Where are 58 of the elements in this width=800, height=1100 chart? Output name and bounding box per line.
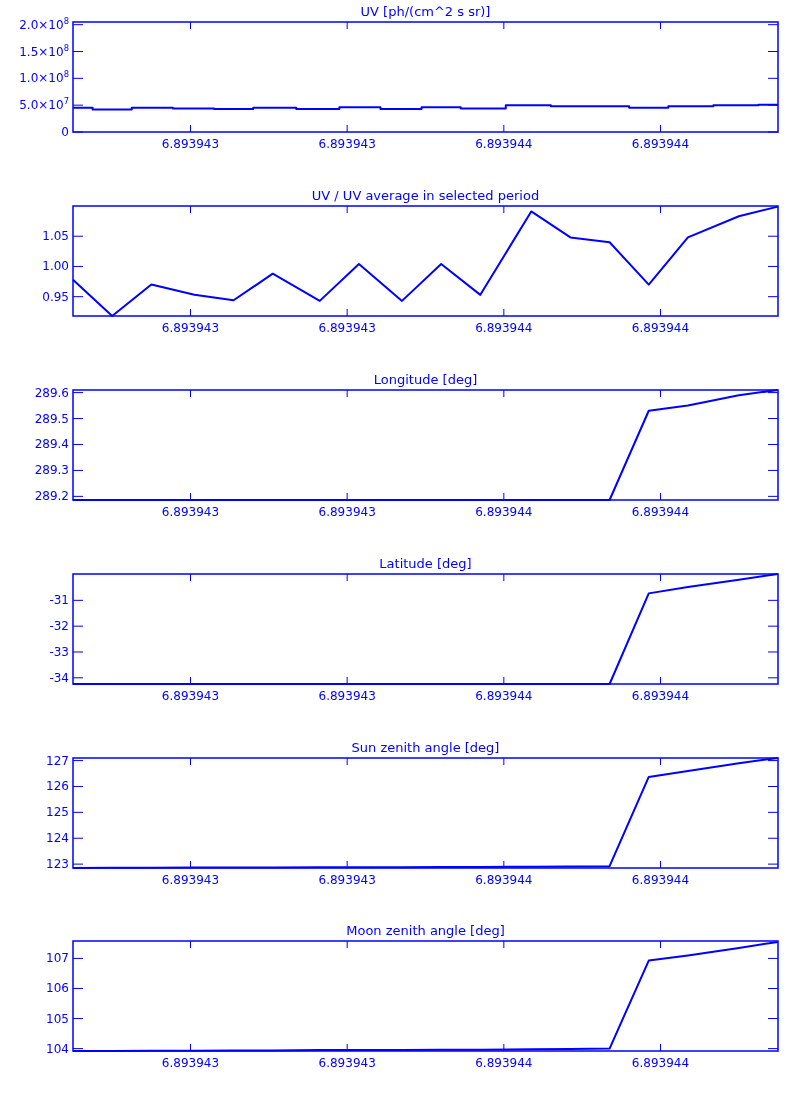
x-tick-label: 6.893943	[318, 505, 376, 519]
x-tick-label: 6.893943	[318, 321, 376, 335]
chart-title: UV / UV average in selected period	[311, 188, 540, 203]
x-tick-label: 6.893944	[475, 873, 533, 887]
x-tick-label: 6.893943	[161, 689, 220, 703]
y-tick-label: -33	[49, 644, 69, 659]
y-tick-label: -32	[49, 619, 69, 634]
x-tick-label: 6.893943	[318, 873, 376, 887]
y-tick-label: 1.0×10$^{8}$	[19, 69, 69, 86]
line-series	[72, 573, 779, 685]
y-tick-label: 1.05	[42, 229, 69, 244]
y-tick-label: 127	[46, 753, 69, 768]
x-tick-label: 6.893943	[318, 1056, 376, 1070]
y-tick-label: 289.3	[34, 463, 69, 478]
chart-title: Moon zenith angle [deg]	[346, 923, 505, 938]
y-tick-label: -34	[49, 670, 69, 685]
x-tick-label: 6.893944	[475, 321, 533, 335]
x-tick-label: 6.893943	[318, 689, 376, 703]
y-tick-label: 105	[46, 1011, 69, 1026]
x-tick-label: 6.893944	[631, 321, 690, 335]
x-tick-label: 6.893944	[475, 137, 533, 151]
y-tick-label: 5.0×10$^{7}$	[19, 96, 69, 113]
x-tick-label: 6.893943	[161, 873, 220, 887]
y-tick-label: 1.00	[42, 259, 69, 274]
y-tick-label: 107	[46, 951, 69, 966]
x-tick-label: 6.893944	[631, 873, 690, 887]
x-tick-label: 6.893944	[475, 1056, 533, 1070]
y-tick-label: 289.6	[34, 385, 69, 400]
y-tick-label: 289.5	[34, 411, 69, 426]
chart-title: Longitude [deg]	[373, 372, 478, 387]
x-tick-label: 6.893944	[475, 689, 533, 703]
y-tick-label: 126	[46, 779, 69, 794]
chart-title: UV [ph/(cm^2 s sr)]	[360, 4, 491, 19]
line-series	[72, 205, 779, 317]
y-tick-label: 104	[46, 1041, 69, 1056]
y-tick-label: 0.95	[42, 289, 69, 304]
chart-title: Sun zenith angle [deg]	[351, 740, 500, 755]
chart-title: Latitude [deg]	[379, 556, 472, 571]
x-tick-label: 6.893944	[631, 505, 690, 519]
x-tick-label: 6.893944	[475, 505, 533, 519]
x-tick-label: 6.893944	[631, 137, 690, 151]
x-tick-label: 6.893944	[631, 689, 690, 703]
x-tick-label: 6.893944	[631, 1056, 690, 1070]
y-tick-label: 289.2	[34, 489, 69, 504]
y-tick-label: 2.0×10$^{8}$	[19, 15, 69, 32]
y-tick-label: -31	[49, 593, 69, 608]
y-tick-label: 123	[46, 857, 69, 872]
x-tick-label: 6.893943	[161, 137, 220, 151]
y-tick-label: 289.4	[34, 437, 69, 452]
y-tick-label: 124	[46, 831, 69, 846]
x-tick-label: 6.893943	[318, 137, 376, 151]
y-tick-label: 1.5×10$^{8}$	[19, 42, 69, 59]
x-tick-label: 6.893943	[161, 505, 220, 519]
y-tick-label: 125	[46, 805, 69, 820]
y-tick-label: 0	[61, 125, 69, 139]
x-tick-label: 6.893943	[161, 1056, 220, 1070]
x-tick-label: 6.893943	[161, 321, 220, 335]
y-tick-label: 106	[46, 981, 69, 996]
